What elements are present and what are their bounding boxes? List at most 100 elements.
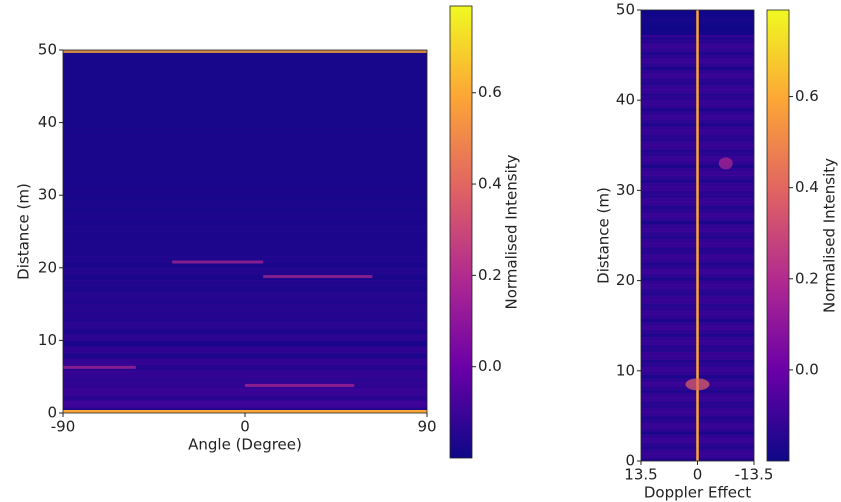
colorbar bbox=[766, 9, 790, 462]
heatmap-band bbox=[63, 128, 427, 136]
heatmap-band bbox=[63, 134, 427, 142]
heatmap-band bbox=[63, 322, 427, 329]
x-tick-label: 0 bbox=[693, 466, 703, 484]
x-tick-label: -90 bbox=[51, 418, 76, 436]
heatmap-band bbox=[63, 310, 427, 317]
y-tick-label: 30 bbox=[38, 186, 57, 204]
heatmap-band bbox=[63, 195, 427, 202]
heatmap-band bbox=[63, 255, 427, 263]
colorbar-tick-label: 0.0 bbox=[795, 360, 819, 378]
colorbar-tick-label: 0.2 bbox=[478, 266, 502, 284]
heatmap-hotspot bbox=[718, 157, 733, 170]
heatmap-band bbox=[63, 346, 427, 353]
colorbar-tick-label: 0.4 bbox=[795, 178, 819, 196]
heatmap-hotspot bbox=[172, 260, 264, 264]
y-axis-label: Distance (m) bbox=[15, 183, 33, 280]
colorbar bbox=[449, 5, 473, 459]
x-axis-label: Angle (Degree) bbox=[188, 436, 302, 454]
heatmap-band bbox=[63, 68, 427, 75]
y-tick-label: 20 bbox=[616, 271, 635, 289]
y-tick-label: 10 bbox=[616, 361, 635, 379]
heatmap-band bbox=[63, 298, 427, 305]
heatmap-edge bbox=[63, 410, 427, 413]
heatmap-band bbox=[63, 152, 427, 160]
y-tick-label: 50 bbox=[616, 1, 635, 19]
y-tick-label: 20 bbox=[38, 258, 57, 276]
heatmap bbox=[641, 10, 754, 461]
y-tick-label: 50 bbox=[38, 41, 57, 59]
heatmap-band bbox=[63, 189, 427, 196]
heatmap-band bbox=[63, 352, 427, 360]
colorbar-tick-label: 0.6 bbox=[478, 83, 502, 101]
heatmap-band bbox=[63, 261, 427, 269]
heatmap-band bbox=[63, 376, 427, 384]
heatmap-band bbox=[63, 279, 427, 287]
heatmap-band bbox=[63, 225, 427, 232]
heatmap-band bbox=[63, 249, 427, 257]
heatmap-background bbox=[63, 50, 427, 413]
heatmap-band bbox=[63, 237, 427, 245]
y-tick-label: 10 bbox=[38, 331, 57, 349]
heatmap-hotspot bbox=[63, 365, 136, 369]
colorbar-tick-label: 0.4 bbox=[478, 175, 502, 193]
heatmap-band bbox=[63, 328, 427, 335]
heatmap-hotspot bbox=[245, 383, 355, 387]
heatmap-band bbox=[63, 358, 427, 366]
heatmap-band bbox=[63, 140, 427, 148]
heatmap-hotspot bbox=[263, 275, 373, 279]
heatmap-band bbox=[63, 56, 427, 63]
heatmap-band bbox=[63, 406, 427, 413]
heatmap-band bbox=[63, 98, 427, 105]
y-tick-label: 40 bbox=[616, 91, 635, 109]
heatmap-band bbox=[63, 334, 427, 341]
heatmap-band bbox=[63, 207, 427, 214]
heatmap-band bbox=[63, 219, 427, 226]
heatmap-band bbox=[63, 171, 427, 178]
heatmap-band bbox=[63, 388, 427, 396]
colorbar-label: Normalised Intensity bbox=[503, 154, 521, 309]
heatmap-band bbox=[63, 164, 427, 172]
heatmap bbox=[63, 50, 427, 413]
x-tick-label: 90 bbox=[417, 418, 436, 436]
heatmap-band bbox=[63, 62, 427, 69]
x-axis-label: Doppler Effect bbox=[644, 484, 751, 502]
heatmap-band bbox=[63, 80, 427, 87]
x-tick-label: 13.5 bbox=[624, 466, 657, 484]
heatmap-band bbox=[63, 292, 427, 299]
heatmap-band bbox=[63, 370, 427, 378]
heatmap-band bbox=[63, 316, 427, 323]
colorbar-tick-label: 0.6 bbox=[795, 87, 819, 105]
heatmap-band bbox=[63, 158, 427, 166]
heatmap-band bbox=[63, 50, 427, 57]
heatmap-band bbox=[63, 340, 427, 347]
heatmap-band bbox=[63, 92, 427, 99]
heatmap-band bbox=[63, 231, 427, 239]
heatmap-band bbox=[63, 146, 427, 154]
x-tick-label: 0 bbox=[240, 418, 250, 436]
y-tick-label: 40 bbox=[38, 113, 57, 131]
y-tick-label: 0 bbox=[625, 452, 635, 470]
colorbar-tick-label: 0.2 bbox=[795, 269, 819, 287]
colorbar-label: Normalised Intensity bbox=[821, 158, 839, 313]
heatmap-band bbox=[63, 243, 427, 251]
heatmap-band bbox=[63, 364, 427, 372]
heatmap-band bbox=[63, 177, 427, 184]
heatmap-band bbox=[63, 400, 427, 408]
heatmap-band bbox=[63, 183, 427, 190]
heatmap-band bbox=[63, 122, 427, 130]
heatmap-band bbox=[63, 110, 427, 118]
heatmap-band bbox=[63, 116, 427, 124]
y-axis-label: Distance (m) bbox=[595, 187, 613, 284]
heatmap-band bbox=[63, 74, 427, 81]
heatmap-band bbox=[63, 86, 427, 93]
heatmap-edge bbox=[63, 50, 427, 53]
heatmap-band bbox=[63, 285, 427, 293]
x-tick-label: -13.5 bbox=[735, 466, 774, 484]
heatmap-band bbox=[63, 201, 427, 208]
y-tick-label: 0 bbox=[47, 404, 57, 422]
heatmap-band bbox=[63, 394, 427, 402]
heatmap-band bbox=[63, 273, 427, 281]
heatmap-band bbox=[63, 104, 427, 111]
